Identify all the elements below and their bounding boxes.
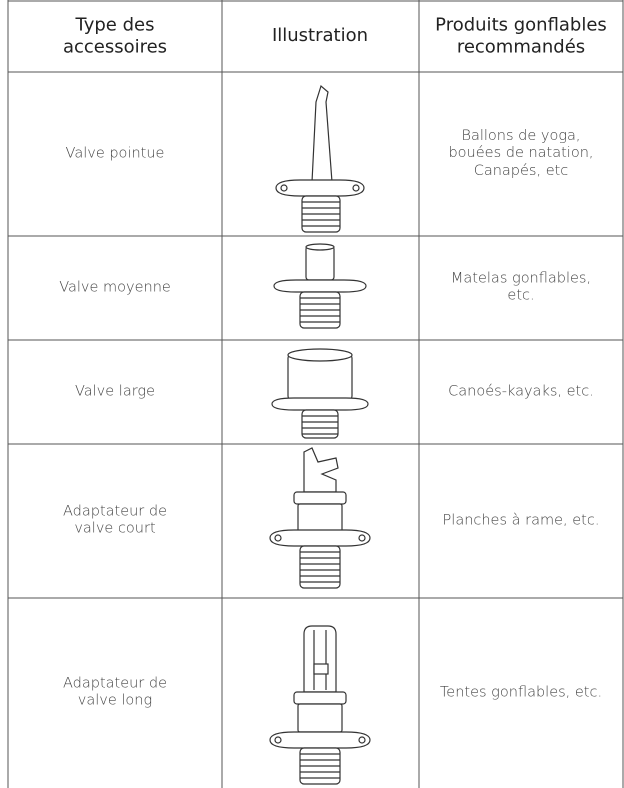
illustration-large: [271, 348, 369, 439]
header-cell: Illustration: [271, 25, 369, 47]
thread-lines: [300, 201, 340, 779]
recommended-products: Canoés-kayaks, etc.: [448, 383, 594, 400]
recommended-products: Planches à rame, etc.: [442, 512, 600, 529]
illustration-pointed: [275, 84, 365, 233]
accessory-type: Valve pointue: [65, 145, 165, 162]
accessory-type: Adaptateur de valve court: [62, 503, 168, 537]
recommended-products: Tentes gonflables, etc.: [439, 684, 603, 701]
illustration-short-adapter: [269, 447, 371, 589]
accessory-type: Valve large: [74, 383, 156, 400]
header-cell: Type des accessoires: [62, 14, 168, 57]
accessory-type: Adaptateur de valve long: [62, 675, 168, 709]
illustration-long-adapter: [269, 625, 371, 785]
recommended-products: Ballons de yoga, bouées de natation, Can…: [448, 127, 594, 179]
header-cell: Produits gonflables recommandés: [435, 14, 607, 57]
recommended-products: Matelas gonflables, etc.: [450, 270, 592, 304]
grid: [7, 0, 624, 788]
accessory-type: Valve moyenne: [59, 279, 171, 296]
